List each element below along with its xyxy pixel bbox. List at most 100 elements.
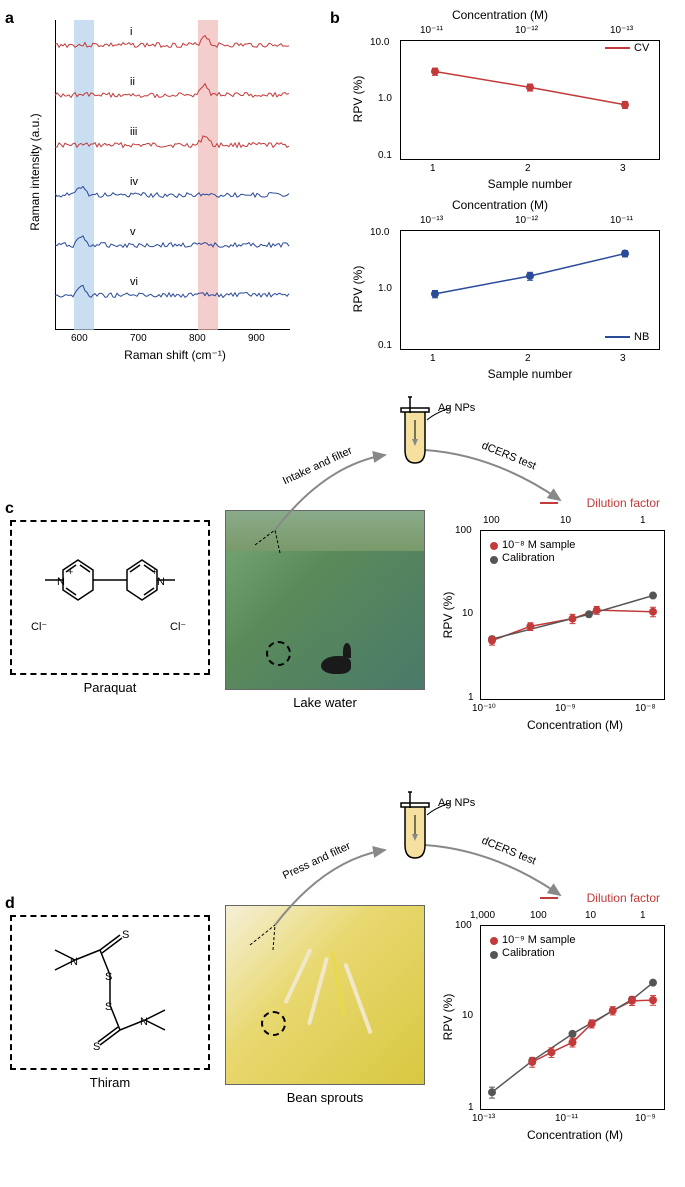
xtick-a: 600 xyxy=(71,333,88,344)
svg-text:Cl⁻: Cl⁻ xyxy=(170,621,186,633)
sprouts-label: Bean sprouts xyxy=(225,1090,425,1105)
b2-toptick: 10⁻¹¹ xyxy=(610,215,633,226)
panel-c-label: c xyxy=(5,500,14,518)
tube-c xyxy=(395,395,435,470)
svg-text:+: + xyxy=(68,567,73,577)
thiram-label: Thiram xyxy=(10,1075,210,1090)
c-ytick: 10 xyxy=(462,608,473,619)
y-axis-d: RPV (%) xyxy=(441,977,455,1057)
svg-text:S: S xyxy=(93,1041,100,1053)
c-xtick: 10⁻⁹ xyxy=(555,703,576,714)
b1-toptick: 10⁻¹³ xyxy=(610,25,633,36)
d-ytick: 1 xyxy=(468,1102,474,1113)
figure: a iiiiiiivvvi 600 700 800 900 Raman shif… xyxy=(0,0,685,1187)
y-axis-b2: RPV (%) xyxy=(351,249,365,329)
paraquat-svg: N N + + Cl⁻ Cl⁻ xyxy=(15,535,205,645)
b1-ytick: 10.0 xyxy=(370,37,389,48)
svg-text:iv: iv xyxy=(130,176,138,188)
paraquat-label: Paraquat xyxy=(10,680,210,695)
xtick-a: 700 xyxy=(130,333,147,344)
thiram-svg: N S S S S N xyxy=(15,920,205,1065)
b2-xtick: 1 xyxy=(430,353,436,364)
b1-xtick: 3 xyxy=(620,163,626,174)
legend-c2: Calibration xyxy=(502,552,555,564)
leg-dot-c1 xyxy=(490,542,498,550)
b1-ytick: 1.0 xyxy=(378,93,392,104)
b1-svg xyxy=(400,40,660,160)
c-ytick: 1 xyxy=(468,692,474,703)
x-axis-b2: Sample number xyxy=(450,367,610,381)
b2-ytick: 10.0 xyxy=(370,227,389,238)
x-axis-a: Raman shift (cm⁻¹) xyxy=(100,348,250,362)
dil-line-c xyxy=(540,502,558,504)
svg-text:vi: vi xyxy=(130,276,138,288)
b1-xtick: 1 xyxy=(430,163,436,174)
legend-c1: 10⁻⁸ M sample xyxy=(502,538,575,551)
svg-text:ii: ii xyxy=(130,76,135,88)
top-axis-b1: Concentration (M) xyxy=(400,8,600,22)
d-xtick: 10⁻⁹ xyxy=(635,1113,656,1124)
d-xtick: 10⁻¹¹ xyxy=(555,1113,578,1124)
y-axis-c: RPV (%) xyxy=(441,575,455,655)
d-toptick: 100 xyxy=(530,910,547,921)
svg-text:S: S xyxy=(105,1001,112,1013)
legend-line-nb xyxy=(605,336,630,338)
svg-text:iii: iii xyxy=(130,126,137,138)
top-axis-b2: Concentration (M) xyxy=(400,198,600,212)
y-axis-b1: RPV (%) xyxy=(351,59,365,139)
b1-xtick: 2 xyxy=(525,163,531,174)
svg-text:v: v xyxy=(130,226,136,238)
agnp-arrow-c xyxy=(425,408,455,423)
b1-toptick: 10⁻¹² xyxy=(515,25,538,36)
panel-a-label: a xyxy=(5,10,14,28)
legend-d1: 10⁻⁹ M sample xyxy=(502,933,576,946)
leg-dot-c2 xyxy=(490,556,498,564)
xtick-a: 900 xyxy=(248,333,265,344)
b2-toptick: 10⁻¹² xyxy=(515,215,538,226)
svg-text:N: N xyxy=(57,576,65,588)
svg-text:S: S xyxy=(122,929,129,941)
svg-text:i: i xyxy=(130,26,132,38)
dil-line-d xyxy=(540,897,558,899)
legend-d2: Calibration xyxy=(502,947,555,959)
y-axis-a: Raman intensity (a.u.) xyxy=(28,97,42,247)
panel-d-label: d xyxy=(5,895,15,913)
lake-photo xyxy=(225,510,425,690)
b1-toptick: 10⁻¹¹ xyxy=(420,25,443,36)
svg-text:N: N xyxy=(70,956,78,968)
leg-dot-d2 xyxy=(490,951,498,959)
xtick-a: 800 xyxy=(189,333,206,344)
lake-label: Lake water xyxy=(225,695,425,710)
b2-svg xyxy=(400,230,660,350)
tube-d xyxy=(395,790,435,865)
svg-text:+: + xyxy=(152,567,157,577)
b2-xtick: 2 xyxy=(525,353,531,364)
c-toptick: 1 xyxy=(640,515,646,526)
c-toptick: 10 xyxy=(560,515,571,526)
sprouts-photo xyxy=(225,905,425,1085)
c-xtick: 10⁻¹⁰ xyxy=(472,703,496,714)
legend-line-cv xyxy=(605,47,630,49)
b1-ytick: 0.1 xyxy=(378,150,392,161)
spectra-svg: iiiiiiivvvi xyxy=(55,20,290,330)
svg-text:N: N xyxy=(140,1016,148,1028)
b2-ytick: 0.1 xyxy=(378,340,392,351)
b2-toptick: 10⁻¹³ xyxy=(420,215,443,226)
svg-text:N: N xyxy=(157,576,165,588)
d-xtick: 10⁻¹³ xyxy=(472,1113,495,1124)
x-axis-d: Concentration (M) xyxy=(490,1128,660,1142)
d-toptick: 10 xyxy=(585,910,596,921)
legend-b2: NB xyxy=(634,331,649,343)
c-toptick: 100 xyxy=(483,515,500,526)
d-ytick: 10 xyxy=(462,1010,473,1021)
svg-text:S: S xyxy=(105,971,112,983)
x-axis-b1: Sample number xyxy=(450,177,610,191)
svg-text:Cl⁻: Cl⁻ xyxy=(31,621,47,633)
b2-xtick: 3 xyxy=(620,353,626,364)
legend-b1: CV xyxy=(634,42,649,54)
b2-ytick: 1.0 xyxy=(378,283,392,294)
leg-dot-d1 xyxy=(490,937,498,945)
agnp-arrow-d xyxy=(425,803,455,818)
x-axis-c: Concentration (M) xyxy=(490,718,660,732)
d-toptick: 1,000 xyxy=(470,910,495,921)
